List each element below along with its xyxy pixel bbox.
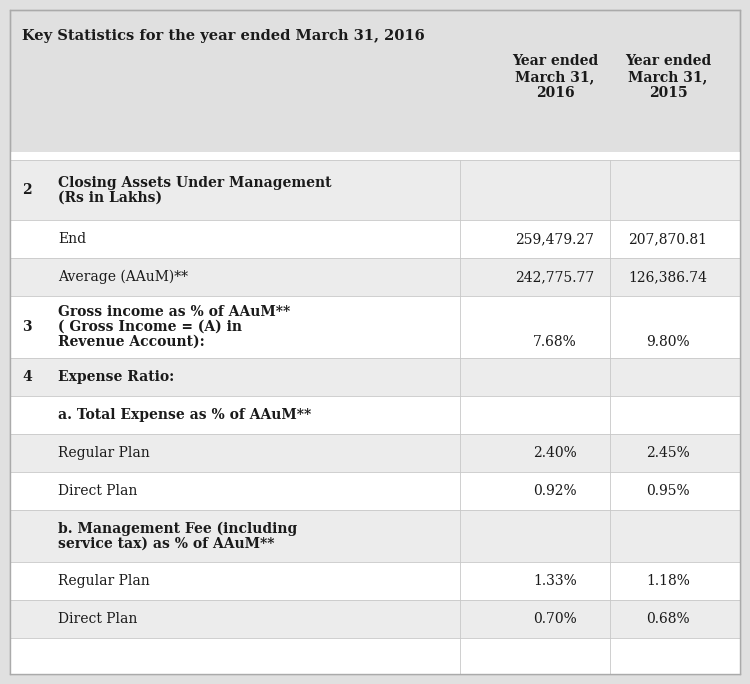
Text: 242,775.77: 242,775.77 (515, 270, 595, 284)
Bar (10, 296, 740, 358)
Bar (10, 510, 740, 562)
Text: Key Statistics for the year ended March 31, 2016: Key Statistics for the year ended March … (22, 29, 424, 43)
Text: 0.68%: 0.68% (646, 612, 690, 626)
Text: Year ended: Year ended (625, 54, 711, 68)
Text: Regular Plan: Regular Plan (58, 446, 150, 460)
Text: 126,386.74: 126,386.74 (628, 270, 707, 284)
Bar (10, 152, 740, 160)
Bar (10, 562, 740, 600)
Text: a. Total Expense as % of AAuM**: a. Total Expense as % of AAuM** (58, 408, 311, 422)
Bar (10, 396, 740, 434)
Text: March 31,: March 31, (515, 70, 595, 84)
Text: 2: 2 (22, 183, 32, 197)
Bar (10, 472, 740, 510)
Text: 1.18%: 1.18% (646, 574, 690, 588)
Text: (Rs in Lakhs): (Rs in Lakhs) (58, 191, 162, 205)
Text: Direct Plan: Direct Plan (58, 484, 137, 498)
Text: Average (AAuM)**: Average (AAuM)** (58, 269, 188, 284)
Text: 207,870.81: 207,870.81 (628, 232, 707, 246)
Bar (10, 258, 740, 296)
Text: 2.40%: 2.40% (533, 446, 577, 460)
Bar (10, 358, 740, 396)
Text: End: End (58, 232, 86, 246)
Text: Gross income as % of AAuM**: Gross income as % of AAuM** (58, 305, 290, 319)
Text: 0.70%: 0.70% (533, 612, 577, 626)
Text: 3: 3 (22, 320, 32, 334)
Bar (10, 220, 740, 258)
Text: Closing Assets Under Management: Closing Assets Under Management (58, 176, 332, 189)
Text: 0.92%: 0.92% (533, 484, 577, 498)
Text: Expense Ratio:: Expense Ratio: (58, 370, 174, 384)
Text: Direct Plan: Direct Plan (58, 612, 137, 626)
Text: 7.68%: 7.68% (533, 335, 577, 349)
Text: 4: 4 (22, 370, 32, 384)
Text: Year ended: Year ended (512, 54, 598, 68)
Bar (10, 600, 740, 638)
Text: 2.45%: 2.45% (646, 446, 690, 460)
Text: 0.95%: 0.95% (646, 484, 690, 498)
Bar (10, 160, 740, 220)
Text: 259,479.27: 259,479.27 (515, 232, 595, 246)
Text: 2015: 2015 (649, 86, 687, 100)
Text: Regular Plan: Regular Plan (58, 574, 150, 588)
Text: 1.33%: 1.33% (533, 574, 577, 588)
Text: service tax) as % of AAuM**: service tax) as % of AAuM** (58, 536, 274, 551)
Text: b. Management Fee (including: b. Management Fee (including (58, 521, 297, 536)
Bar (10, 434, 740, 472)
Text: Revenue Account):: Revenue Account): (58, 335, 205, 349)
Text: March 31,: March 31, (628, 70, 708, 84)
Text: 2016: 2016 (536, 86, 574, 100)
Text: ( Gross Income = (A) in: ( Gross Income = (A) in (58, 320, 242, 334)
Text: 9.80%: 9.80% (646, 335, 690, 349)
Bar (10, 160, 740, 674)
